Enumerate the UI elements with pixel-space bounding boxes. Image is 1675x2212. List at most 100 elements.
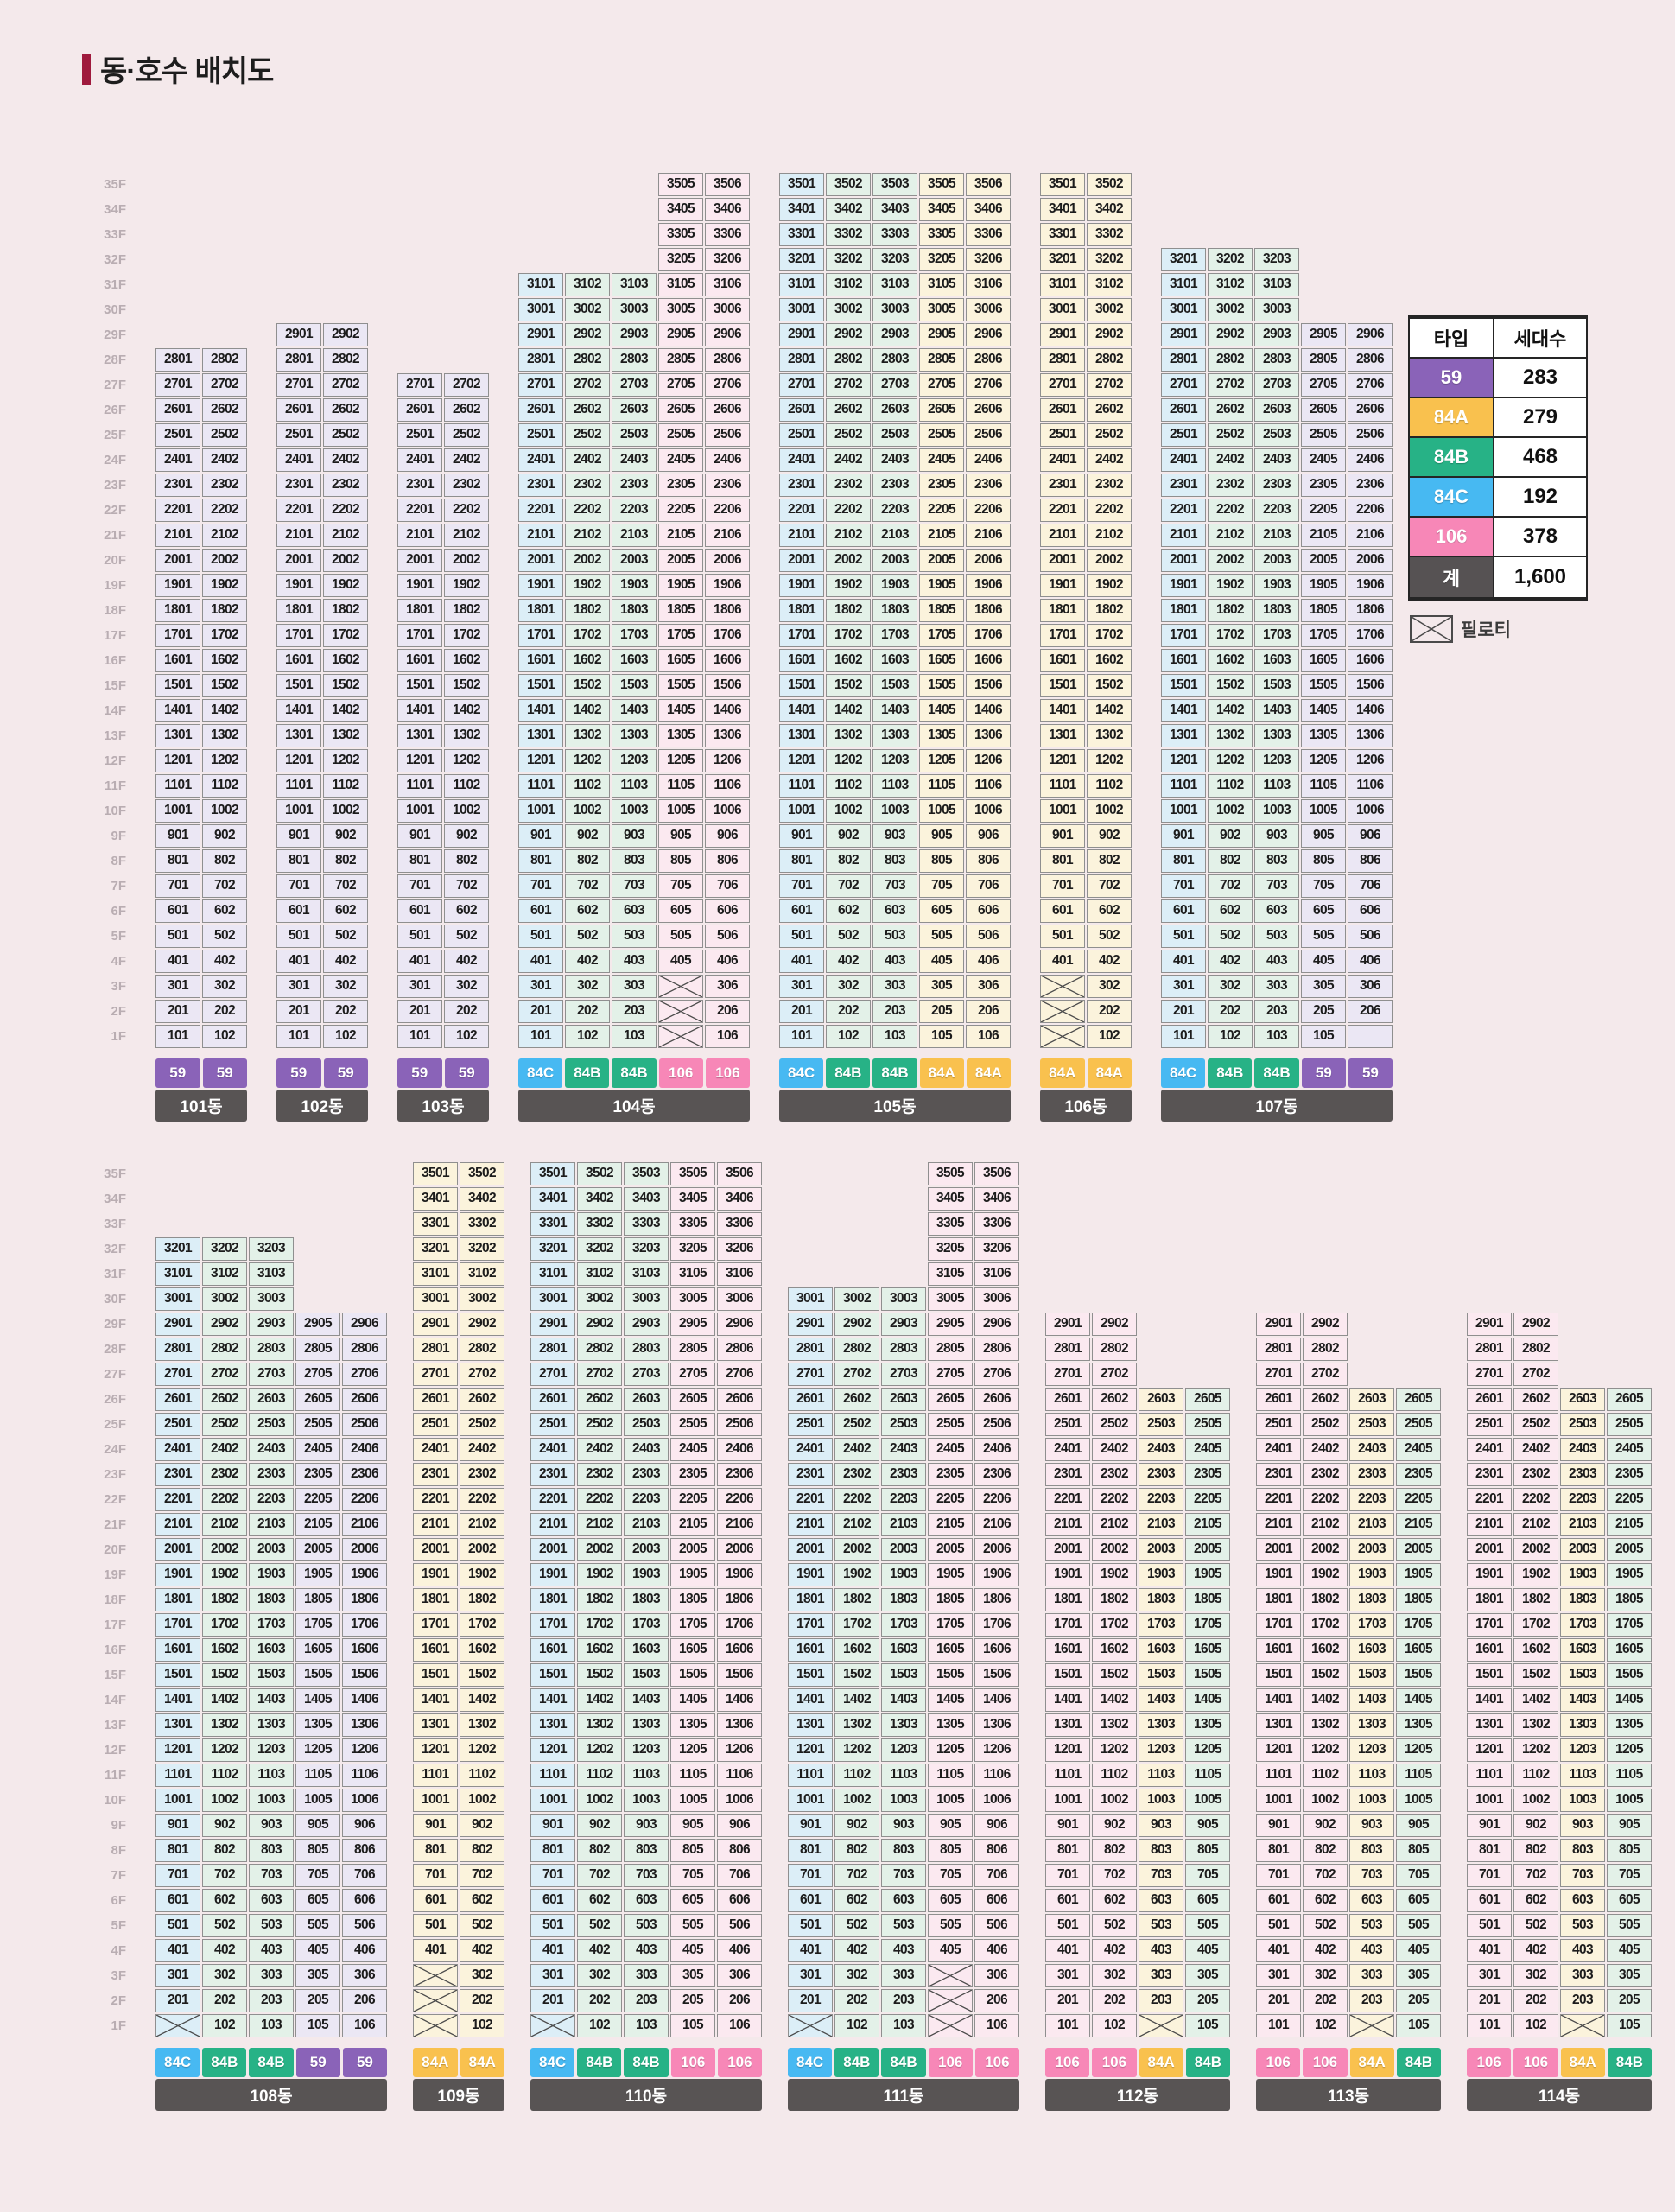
floor-row-12F: 1201 1202 — [1040, 749, 1132, 772]
floor-label-1F: 1F — [111, 1029, 126, 1044]
unit-cell: 105 — [670, 2014, 715, 2037]
unit-cell: 2503 — [1139, 1413, 1183, 1436]
unit-cell: 2502 — [826, 423, 871, 447]
unit-cell: 202 — [565, 1000, 610, 1023]
unit-cell: 1101 — [397, 774, 442, 798]
unit-cell: 902 — [1303, 1814, 1348, 1837]
unit-cell: 2103 — [1254, 524, 1299, 547]
unit-cell: 806 — [966, 849, 1011, 873]
floor-row-9F: 901 902 903 905 906 — [1161, 824, 1393, 848]
unit-cell: 3102 — [577, 1262, 622, 1286]
unit-cell: 1103 — [881, 1764, 926, 1787]
floor-row-11F: 1101 1102 1103 1105 1106 — [788, 1764, 1019, 1787]
unit-cell: 2405 — [919, 448, 964, 472]
floor-row-12F: 1201 1202 1203 1205 1206 — [788, 1738, 1019, 1762]
floor-row-34F: 3401 3402 3403 3405 3406 — [530, 1187, 762, 1211]
unit-cell: 705 — [670, 1864, 715, 1887]
unit-cell: 2002 — [834, 1538, 879, 1561]
unit-cell: 1106 — [1348, 774, 1393, 798]
unit-cell: 302 — [460, 1964, 504, 1987]
unit-cell: 2401 — [518, 448, 563, 472]
unit-cell: 2002 — [460, 1538, 504, 1561]
unit-cell: 403 — [1349, 1939, 1394, 1962]
floor-row-1F: 102 — [1040, 1025, 1132, 1048]
unit-cell: 202 — [1303, 1989, 1348, 2012]
unit-cell: 2302 — [202, 1463, 247, 1486]
unit-cell: 2802 — [202, 348, 247, 372]
unit-cell: 1201 — [1256, 1738, 1301, 1762]
unit-cell: 2706 — [966, 373, 1011, 397]
unit-cell: 1803 — [612, 599, 657, 622]
unit-cell: 1906 — [1348, 574, 1393, 597]
floor-row-25F: 2501 2502 — [276, 423, 368, 447]
unit-cell: 2301 — [1161, 474, 1206, 497]
unit-cell: 903 — [1560, 1814, 1605, 1837]
unit-cell: 1505 — [1301, 674, 1346, 697]
unit-cell: 401 — [1161, 950, 1206, 973]
unit-cell: 3301 — [530, 1212, 575, 1236]
floor-row-3F: 301 302 303 305 306 — [530, 1964, 762, 1987]
unit-cell: 1305 — [658, 724, 703, 747]
unit-cell: 2602 — [444, 398, 489, 422]
unit-cell: 2102 — [460, 1513, 504, 1536]
unit-cell: 2205 — [295, 1488, 340, 1511]
unit-cell: 2601 — [788, 1388, 833, 1411]
unit-cell: 2602 — [1303, 1388, 1348, 1411]
unit-cell: 3401 — [530, 1187, 575, 1211]
pilotis-cell — [658, 1025, 703, 1048]
unit-cell: 2902 — [202, 1313, 247, 1336]
unit-cell: 1203 — [1254, 749, 1299, 772]
unit-cell: 2003 — [249, 1538, 294, 1561]
unit-cell: 1101 — [779, 774, 824, 798]
floor-row-14F: 1401 1402 — [397, 699, 489, 722]
unit-cell: 2401 — [788, 1438, 833, 1461]
floor-row-18F: 1801 1802 1803 1805 — [1045, 1588, 1230, 1611]
unit-cell: 1702 — [202, 624, 247, 647]
unit-cell: 1303 — [249, 1713, 294, 1737]
unit-cell: 1502 — [1513, 1663, 1558, 1687]
unit-cell: 505 — [1185, 1914, 1230, 1937]
unit-cell: 802 — [1303, 1839, 1348, 1862]
type-bar: 84A 84A — [1040, 1058, 1132, 1088]
unit-cell: 2502 — [202, 1413, 247, 1436]
unit-cell: 2202 — [565, 499, 610, 522]
unit-cell: 1402 — [826, 699, 871, 722]
unit-cell: 1003 — [612, 799, 657, 823]
unit-cell: 2301 — [413, 1463, 458, 1486]
type-chip: 84B — [624, 2048, 669, 2077]
floor-row-17F: 1701 1702 — [155, 624, 247, 647]
legend-row-59: 59 283 — [1410, 359, 1586, 398]
unit-cell: 402 — [444, 950, 489, 973]
floor-row-23F: 2301 2302 2303 2305 — [1467, 1463, 1652, 1486]
unit-cell: 2201 — [788, 1488, 833, 1511]
unit-cell: 3302 — [460, 1212, 504, 1236]
unit-cell: 1801 — [788, 1588, 833, 1611]
unit-cell: 505 — [658, 925, 703, 948]
unit-cell: 2205 — [1607, 1488, 1652, 1511]
floor-label-29F: 29F — [104, 1317, 126, 1332]
floor-row-33F: 3301 3302 — [1040, 223, 1132, 246]
unit-cell: 801 — [1045, 1839, 1090, 1862]
unit-cell: 2606 — [705, 398, 750, 422]
floor-row-30F: 3001 3002 3003 3005 3006 — [530, 1287, 762, 1311]
unit-cell: 1701 — [1467, 1613, 1512, 1637]
unit-cell: 103 — [1254, 1025, 1299, 1048]
unit-cell: 1505 — [1185, 1663, 1230, 1687]
unit-cell: 2101 — [518, 524, 563, 547]
unit-cell: 1401 — [779, 699, 824, 722]
unit-cell: 303 — [612, 975, 657, 998]
unit-cell: 203 — [1349, 1989, 1394, 2012]
unit-cell: 206 — [717, 1989, 762, 2012]
unit-cell: 1803 — [1349, 1588, 1394, 1611]
floor-row-15F: 1501 1502 1503 1505 — [1467, 1663, 1652, 1687]
floor-row-11F: 1101 1102 — [397, 774, 489, 798]
unit-cell: 1901 — [1256, 1563, 1301, 1586]
unit-cell: 2203 — [249, 1488, 294, 1511]
floor-row-15F: 1501 1502 — [1040, 674, 1132, 697]
unit-cell: 1705 — [658, 624, 703, 647]
unit-cell: 303 — [1560, 1964, 1605, 1987]
floor-row-12F: 1201 1202 — [413, 1738, 504, 1762]
unit-cell: 2206 — [1348, 499, 1393, 522]
unit-cell: 201 — [276, 1000, 321, 1023]
floor-row-34F: 3401 3402 3403 3405 3406 — [779, 198, 1011, 221]
